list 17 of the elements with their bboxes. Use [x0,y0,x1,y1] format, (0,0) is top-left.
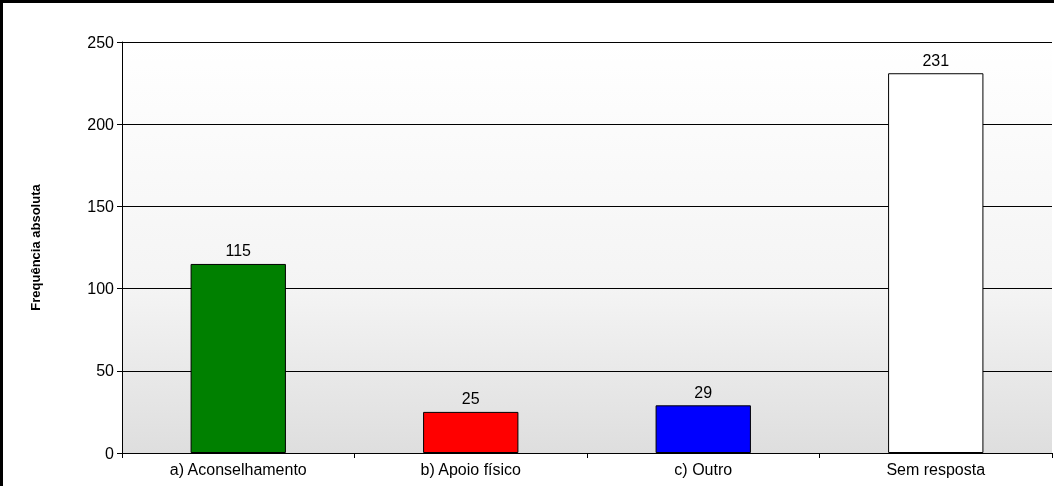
y-tick-label: 250 [87,33,115,51]
x-tick-label: c) Outro [674,460,733,478]
x-tick-label: a) Aconselhamento [169,460,307,478]
y-tick-label: 150 [87,197,115,215]
data-label: 115 [225,242,252,260]
x-tick-label: b) Apoio físico [420,460,522,478]
data-label: 29 [694,383,713,401]
x-tick-label: Sem resposta [886,460,986,478]
y-axis-title: Frequência absoluta [28,183,43,311]
bar [655,405,751,453]
bar [423,411,519,453]
data-label: 231 [922,51,950,69]
data-label: 25 [461,390,480,408]
y-tick-label: 50 [96,362,115,380]
y-tick-label: 200 [87,115,115,133]
y-tick-label: 0 [105,444,115,462]
y-tick-label: 100 [87,280,115,298]
